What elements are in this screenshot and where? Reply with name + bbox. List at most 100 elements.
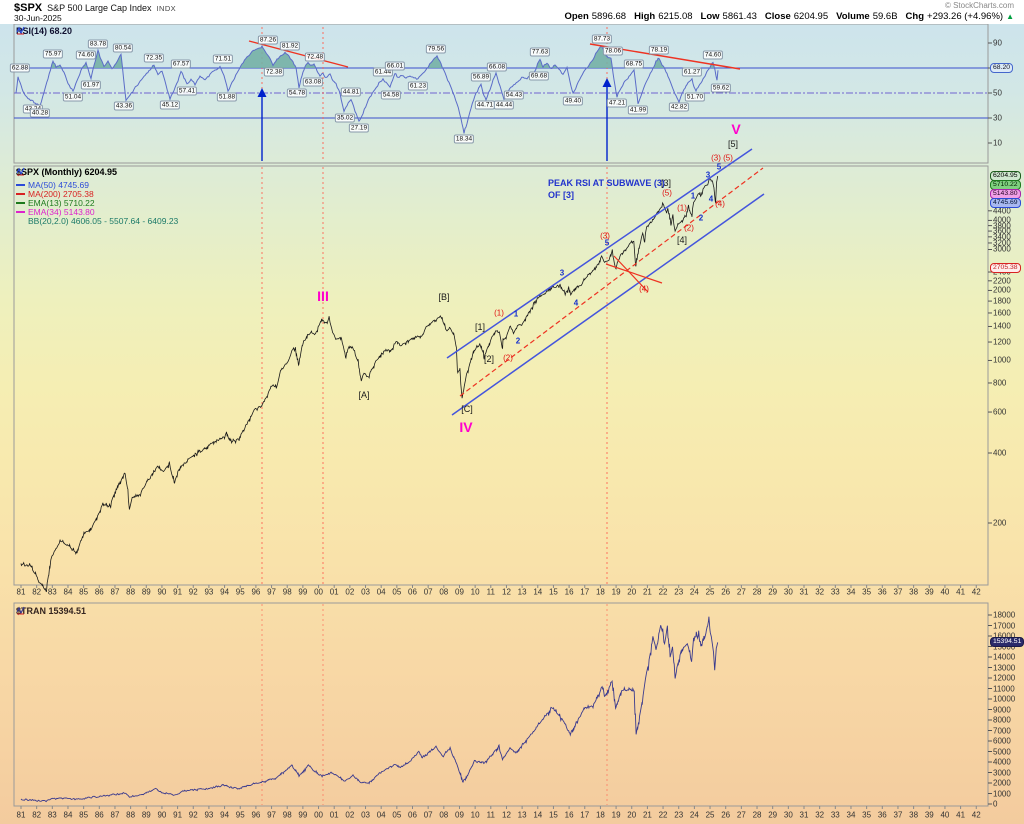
year-tick-label: 04 [376, 587, 386, 597]
year-tick-label: 38 [909, 587, 919, 597]
rsi-value-chip: 61.27 [681, 67, 703, 77]
year-tick-label: 01 [329, 810, 339, 820]
year-tick-label: 03 [361, 810, 370, 820]
overlay-legend-label: BB(20,2.0) 4606.05 - 5507.64 - 6409.23 [28, 216, 179, 226]
rsi-tick-label: 30 [993, 113, 1002, 123]
tran-tick-label: 14000 [993, 652, 1016, 662]
year-tick-label: 06 [408, 810, 417, 820]
trend-channel-midline [459, 167, 764, 397]
wave-label: (4) [639, 284, 649, 294]
year-tick-label: 10 [470, 587, 480, 597]
rsi-value-chip: 27.19 [348, 123, 370, 133]
price-tick-label: 200 [993, 518, 1007, 528]
year-tick-label: 18 [595, 587, 605, 597]
quote-label: Close [764, 11, 791, 22]
rsi-value-chip: 43.36 [113, 101, 135, 111]
price-tick-label: 3400 [993, 232, 1011, 242]
copyright: © StockCharts.com [944, 1, 1014, 10]
legend-swatch-icon [16, 211, 25, 213]
year-tick-label: 42 [971, 810, 981, 820]
rsi-value-chip: 77.63 [529, 47, 551, 57]
rsi-value-chip: 74.60 [75, 50, 97, 60]
year-tick-label: 98 [282, 810, 292, 820]
quote-label: Volume [836, 11, 870, 22]
quote-value: 5861.43 [722, 11, 757, 22]
price-tick-label: 3200 [993, 238, 1011, 248]
rsi-value-chip: 72.48 [304, 52, 326, 62]
overlay-legend: MA(50) 4745.69 [16, 180, 89, 190]
year-tick-label: 88 [126, 810, 136, 820]
year-tick-label: 42 [971, 587, 981, 597]
rsi-value-chip: 44.71 [474, 100, 496, 110]
year-tick-label: 09 [455, 810, 464, 820]
year-tick-label: 34 [846, 587, 856, 597]
year-tick-label: 07 [423, 810, 433, 820]
price-tick-label: 3800 [993, 221, 1011, 231]
wave-label: 3 [559, 268, 565, 278]
wave-label: [2] [483, 354, 495, 364]
year-tick-label: 16 [564, 810, 574, 820]
wave-label: [4] [676, 235, 688, 245]
tran-tick-label: 3000 [993, 768, 1011, 777]
year-tick-label: 21 [642, 587, 652, 597]
year-tick-label: 14 [533, 587, 543, 597]
year-tick-label: 20 [627, 810, 637, 820]
rsi-tick-label: 10 [993, 138, 1002, 148]
year-tick-label: 99 [298, 587, 308, 597]
quote-value: 6204.95 [793, 11, 829, 22]
wave-label: (2) [684, 223, 694, 233]
quote-item: Chg +293.26 (+4.96%) ▲ [906, 11, 1014, 22]
year-tick-label: 16 [564, 587, 574, 597]
tran-tick-label: 13000 [993, 663, 1016, 672]
quote-label: High [634, 11, 656, 22]
wave-label: (3) (5) [711, 153, 733, 163]
chart-type-icon [16, 606, 25, 615]
year-tick-label: 33 [830, 587, 840, 597]
year-tick-label: 39 [924, 587, 934, 597]
year-tick-label: 90 [157, 587, 167, 597]
year-tick-label: 41 [956, 587, 966, 597]
rsi-value-chip: 74.60 [702, 50, 724, 60]
year-tick-label: 00 [314, 810, 323, 820]
quote-value: 5896.68 [591, 11, 627, 22]
wave-label: III [317, 288, 329, 304]
year-tick-label: 84 [63, 810, 73, 820]
legend-swatch-icon [16, 202, 25, 204]
year-tick-label: 00 [314, 587, 323, 597]
tran-tick-label: 5000 [993, 747, 1011, 756]
rsi-value-chip: 61.44 [372, 67, 394, 77]
year-tick-label: 86 [94, 810, 104, 820]
year-tick-label: 93 [204, 587, 214, 597]
chart-title: $SPX S&P 500 Large Cap Index INDX [14, 2, 176, 14]
rsi-value-chip: 80.54 [112, 43, 134, 53]
year-tick-label: 30 [783, 587, 793, 597]
wave-label: IV [459, 419, 473, 435]
year-tick-label: 12 [502, 587, 511, 597]
rsi-peak-arrow-icon [257, 88, 267, 97]
year-tick-label: 82 [32, 810, 42, 820]
year-tick-label: 22 [658, 587, 668, 597]
price-tick-label: 600 [993, 407, 1007, 417]
rsi-value-chip: 51.04 [62, 92, 84, 102]
year-tick-label: 25 [705, 810, 715, 820]
year-tick-label: 23 [674, 587, 684, 597]
year-tick-label: 29 [768, 587, 778, 597]
year-tick-label: 17 [580, 587, 590, 597]
overlay-legend: BB(20,2.0) 4606.05 - 5507.64 - 6409.23 [16, 216, 178, 226]
year-tick-label: 87 [110, 587, 120, 597]
wave-label: (3) [600, 231, 610, 241]
price-tick-label: 1600 [993, 308, 1011, 318]
year-tick-label: 11 [486, 810, 495, 820]
quote-label: Open [564, 11, 589, 22]
year-tick-label: 93 [204, 810, 214, 820]
year-tick-label: 86 [94, 587, 104, 597]
year-tick-label: 35 [862, 810, 872, 820]
price-tick-label: 400 [993, 448, 1007, 458]
rsi-value-chip: 61.23 [407, 81, 429, 91]
year-tick-label: 04 [376, 810, 386, 820]
rsi-value-chip: 68.75 [623, 59, 645, 69]
tran-tick-label: 7000 [993, 726, 1011, 735]
legend-swatch-icon [16, 184, 25, 186]
year-tick-label: 84 [63, 587, 73, 597]
overlay-legend-label: EMA(34) 5143.80 [28, 207, 95, 217]
